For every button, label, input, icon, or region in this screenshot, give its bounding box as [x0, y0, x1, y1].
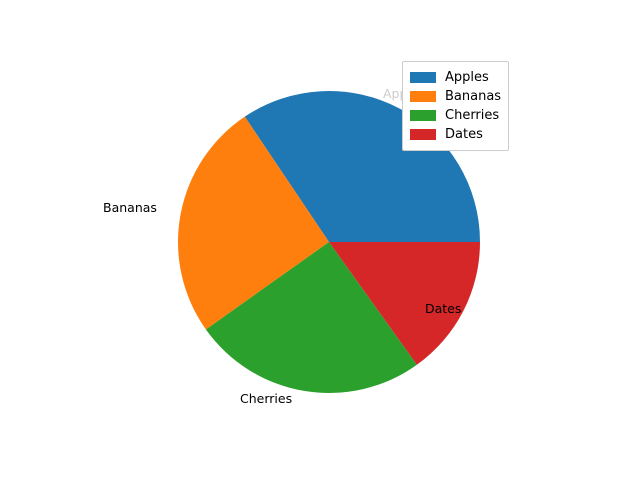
legend-label-bananas: Bananas — [445, 89, 502, 104]
legend-label-dates: Dates — [445, 127, 483, 142]
pie-label-cherries: Cherries — [240, 391, 293, 406]
legend-item-bananas[interactable]: Bananas — [410, 87, 502, 106]
pie-slice-bananas[interactable] — [178, 116, 329, 330]
legend-label-cherries: Cherries — [445, 108, 500, 123]
pie-label-dates: Dates — [425, 301, 462, 316]
pie-slice-cherries[interactable] — [205, 242, 417, 393]
pie-slice-dates[interactable] — [329, 242, 480, 365]
legend-item-apples[interactable]: Apples — [410, 68, 500, 87]
legend-item-dates[interactable]: Dates — [410, 125, 500, 144]
legend-swatch-apples — [410, 72, 436, 83]
legend-item-cherries[interactable]: Cherries — [410, 106, 500, 125]
legend-swatch-cherries — [410, 110, 436, 121]
legend-swatch-dates — [410, 129, 436, 140]
legend-label-apples: Apples — [445, 70, 489, 85]
pie-label-bananas: Bananas — [103, 200, 157, 215]
legend-swatch-bananas — [410, 91, 436, 102]
chart-legend: Apples Bananas Cherries Dates — [402, 61, 509, 151]
